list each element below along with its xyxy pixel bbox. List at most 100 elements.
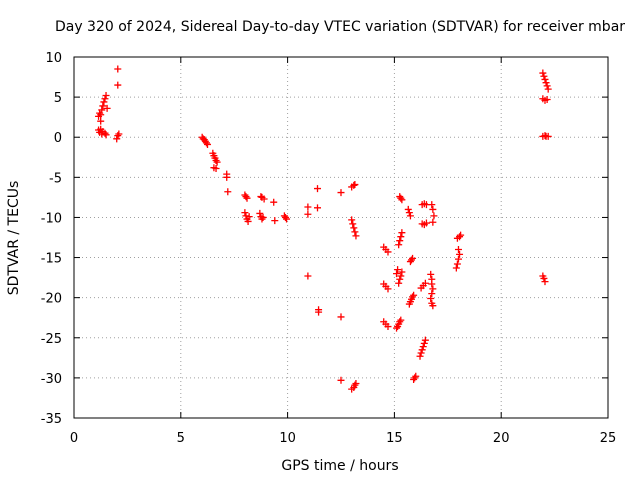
data-point	[384, 248, 392, 256]
data-point	[315, 308, 323, 316]
data-point	[452, 264, 460, 272]
data-point	[304, 210, 312, 218]
data-point	[411, 374, 419, 382]
x-tick-label: 20	[493, 431, 510, 446]
data-point	[395, 279, 403, 287]
data-point	[351, 181, 359, 189]
data-point	[396, 318, 404, 326]
x-tick-label: 25	[600, 431, 617, 446]
data-point	[396, 275, 404, 283]
data-point	[429, 218, 437, 226]
x-tick-label: 15	[386, 431, 403, 446]
y-axis-label: SDTVAR / TECUs	[6, 181, 22, 296]
data-point	[398, 268, 406, 276]
data-point	[405, 209, 413, 217]
data-point	[352, 380, 360, 388]
data-point	[258, 215, 266, 223]
data-point	[202, 139, 210, 147]
data-point	[384, 285, 392, 293]
data-point	[99, 102, 107, 110]
data-point	[397, 272, 405, 280]
data-point	[393, 324, 401, 332]
data-point	[541, 75, 549, 83]
data-point	[102, 92, 110, 100]
data-point	[270, 198, 278, 206]
data-point	[397, 316, 405, 324]
data-point	[454, 255, 462, 263]
data-point	[541, 278, 549, 286]
data-point	[283, 215, 291, 223]
data-point	[454, 246, 462, 254]
data-point	[398, 229, 406, 237]
data-point	[420, 339, 428, 347]
data-point	[337, 189, 345, 197]
grid-lines	[74, 57, 608, 418]
data-point	[421, 279, 429, 287]
data-point	[428, 201, 436, 209]
data-point	[352, 232, 360, 240]
data-point	[417, 349, 425, 357]
data-point	[113, 135, 121, 143]
data-point	[271, 217, 279, 225]
data-point	[337, 313, 345, 321]
data-point	[453, 260, 461, 268]
data-point	[337, 376, 345, 384]
y-tick-label: -5	[49, 171, 62, 186]
data-point	[245, 213, 253, 221]
tick-labels: 0 5 10 15 20 25 10 5 0 -5 -10 -15 -20 -25 -30 -35	[41, 51, 617, 446]
y-tick-label: -20	[41, 292, 62, 307]
y-tick-label: 10	[45, 51, 62, 66]
y-tick-label: 0	[54, 131, 62, 146]
data-point	[456, 233, 464, 241]
data-point	[421, 336, 429, 344]
data-point	[394, 266, 402, 274]
data-point	[410, 291, 418, 299]
data-point	[418, 346, 426, 354]
data-point	[102, 131, 110, 139]
data-point	[348, 216, 356, 224]
data-point	[212, 156, 220, 164]
data-point	[428, 290, 436, 298]
data-point	[429, 285, 437, 293]
y-tick-label: -15	[41, 252, 62, 267]
data-point	[256, 209, 264, 217]
data-point	[430, 212, 438, 220]
y-tick-label: 5	[54, 91, 62, 106]
data-point	[398, 196, 406, 204]
data-point	[456, 250, 464, 258]
y-tick-label: -35	[41, 412, 62, 427]
data-point	[416, 352, 424, 360]
data-point	[281, 213, 289, 221]
data-point	[100, 98, 108, 106]
data-point	[103, 104, 111, 112]
data-point	[242, 212, 250, 220]
data-point	[259, 213, 267, 221]
data-point	[407, 256, 415, 264]
plot-frame	[73, 56, 609, 419]
data-point	[429, 205, 437, 213]
data-point	[101, 129, 109, 137]
data-point	[397, 194, 405, 202]
data-point	[542, 79, 550, 87]
data-point	[422, 219, 430, 227]
data-point	[539, 69, 547, 77]
data-point	[314, 204, 322, 212]
data-point	[244, 217, 252, 225]
data-point	[543, 82, 551, 90]
y-tick-label: -10	[41, 211, 62, 226]
data-point	[540, 72, 548, 80]
x-tick-label: 5	[177, 431, 185, 446]
data-point	[212, 165, 220, 173]
x-tick-label: 10	[279, 431, 296, 446]
data-point	[384, 323, 392, 331]
data-point	[397, 233, 405, 241]
chart-title: Day 320 of 2024, Sidereal Day-to-day VTE…	[55, 19, 625, 35]
data-point	[98, 106, 106, 114]
data-point	[409, 254, 417, 262]
data-point	[114, 81, 122, 89]
data-point	[406, 212, 414, 220]
data-point	[115, 130, 123, 138]
data-point	[541, 132, 549, 140]
y-tick-label: -25	[41, 332, 62, 347]
